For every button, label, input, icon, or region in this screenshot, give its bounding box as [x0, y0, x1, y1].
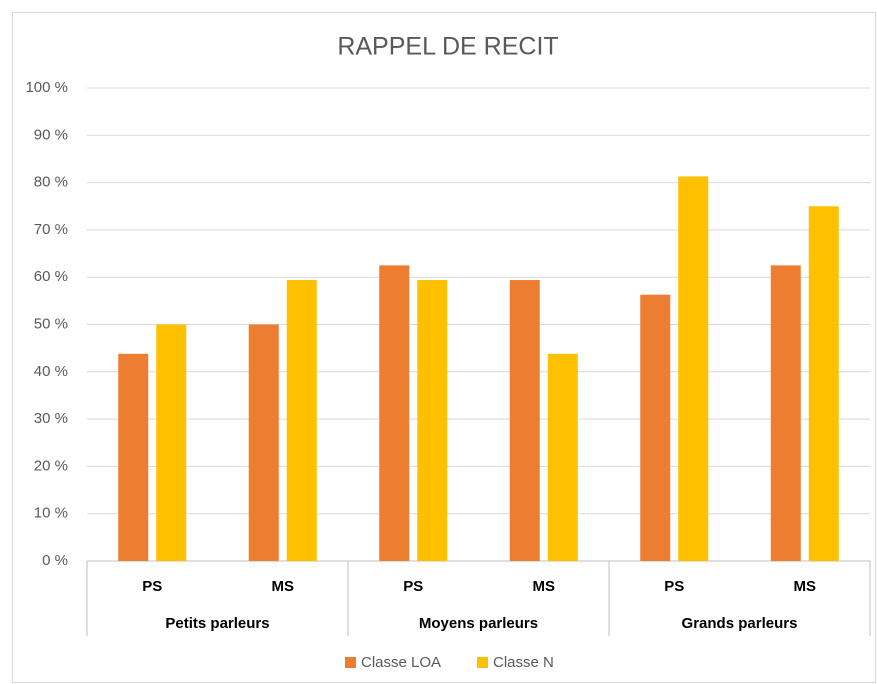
- group-label: Petits parleurs: [165, 615, 269, 632]
- bar: [640, 294, 671, 561]
- y-tick-label: 60 %: [34, 268, 68, 285]
- bar: [770, 265, 801, 561]
- legend-swatch: [477, 657, 488, 668]
- y-tick-label: 0 %: [42, 552, 68, 569]
- chart-title: RAPPEL DE RECIT: [337, 33, 558, 61]
- bar: [808, 206, 839, 561]
- y-tick-label: 10 %: [34, 505, 68, 522]
- bar: [509, 280, 540, 561]
- bar: [156, 324, 187, 561]
- bar: [286, 280, 317, 561]
- bar: [678, 176, 709, 562]
- x-tick-label: MS: [272, 578, 295, 595]
- bar: [379, 265, 410, 561]
- y-tick-label: 50 %: [34, 315, 68, 332]
- x-tick-label: MS: [533, 578, 556, 595]
- x-tick-label: PS: [664, 578, 684, 595]
- y-tick-label: 80 %: [34, 174, 68, 191]
- legend-label: Classe LOA: [361, 654, 441, 671]
- x-tick-label: MS: [794, 578, 817, 595]
- y-tick-label: 20 %: [34, 457, 68, 474]
- x-tick-label: PS: [403, 578, 423, 595]
- legend-swatch: [345, 657, 356, 668]
- y-tick-label: 70 %: [34, 221, 68, 238]
- legend-label: Classe N: [493, 654, 554, 671]
- group-label: Grands parleurs: [682, 615, 798, 632]
- y-tick-label: 90 %: [34, 126, 68, 143]
- y-tick-label: 30 %: [34, 410, 68, 427]
- group-label: Moyens parleurs: [419, 615, 538, 632]
- bar: [417, 280, 448, 561]
- bar: [118, 353, 149, 561]
- x-tick-label: PS: [142, 578, 162, 595]
- y-tick-label: 40 %: [34, 363, 68, 380]
- bar: [248, 324, 279, 561]
- y-tick-label: 100 %: [25, 79, 68, 96]
- bar: [547, 353, 578, 561]
